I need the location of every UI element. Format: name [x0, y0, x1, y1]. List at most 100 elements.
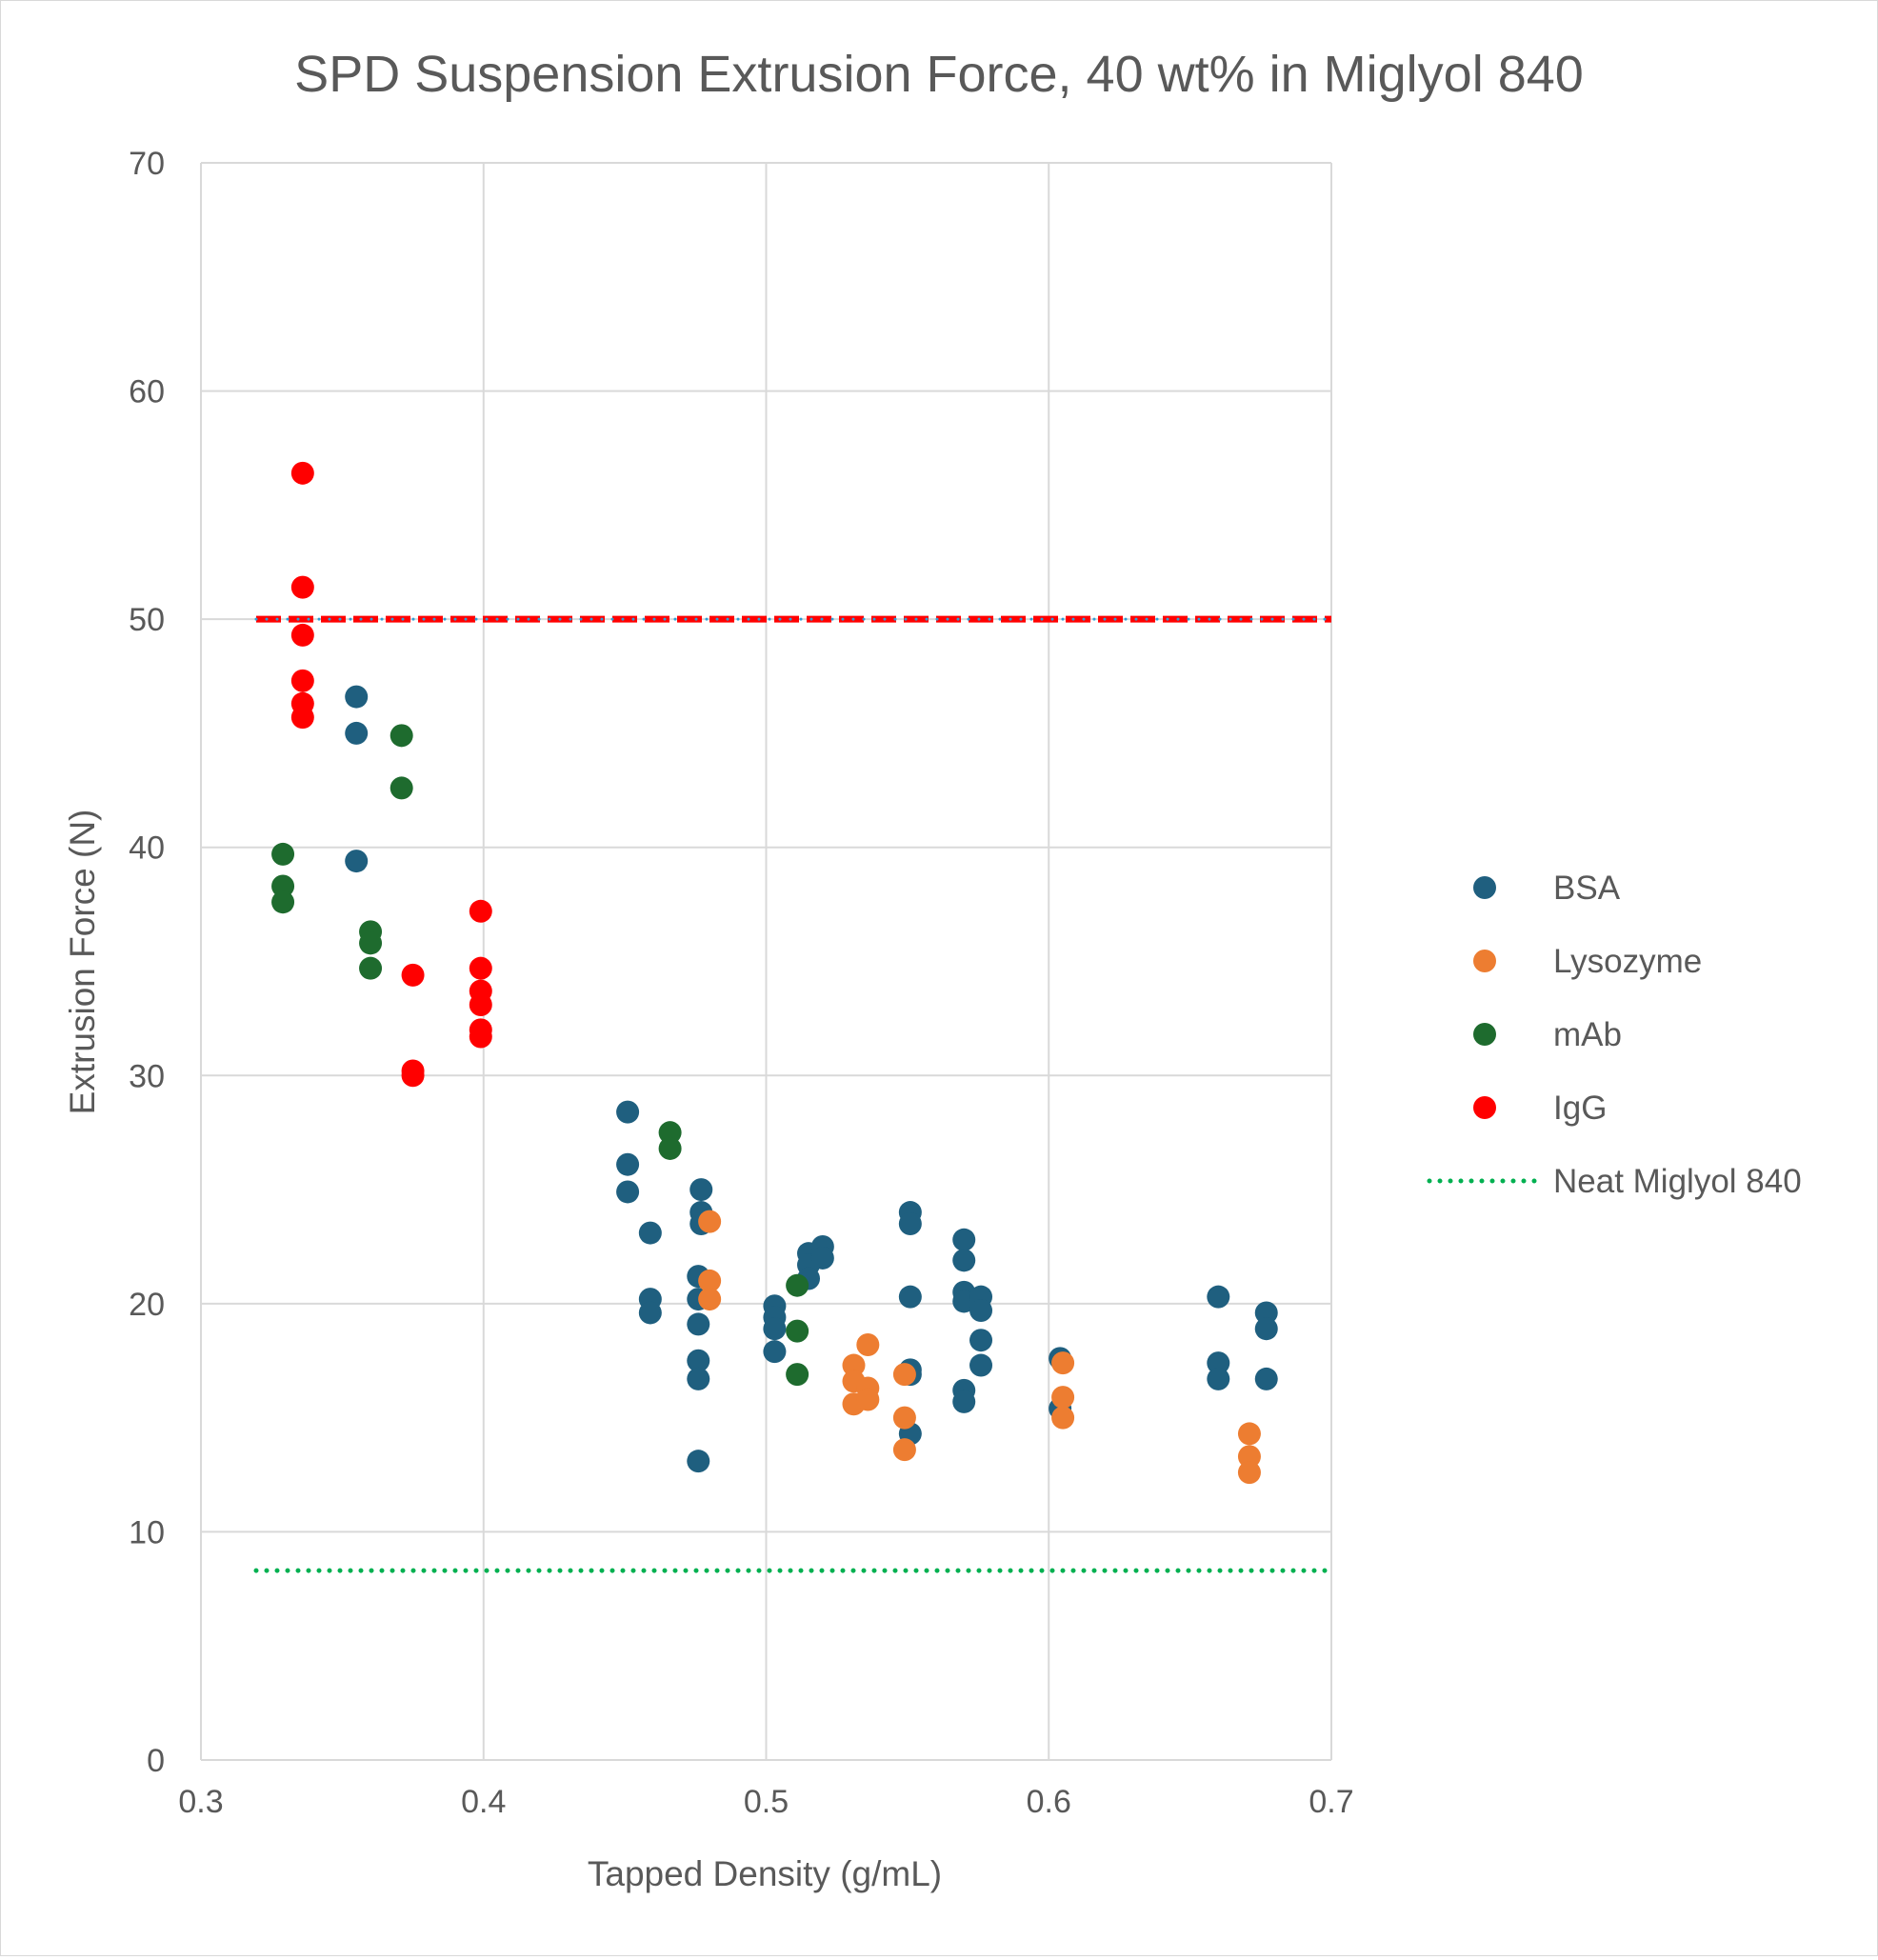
bsa-point	[345, 721, 369, 745]
mab-point	[658, 1136, 682, 1160]
lysozyme-point	[1051, 1406, 1075, 1430]
legend-label-igg: IgG	[1553, 1090, 1607, 1127]
igg-point	[290, 461, 314, 485]
bsa-point	[1254, 1301, 1278, 1325]
bsa-point	[763, 1317, 787, 1341]
mab-point	[271, 842, 295, 866]
lysozyme-point	[1237, 1422, 1261, 1446]
x-tick-label: 0.6	[1027, 1784, 1071, 1820]
bsa-point	[616, 1100, 640, 1124]
y-tick-label: 70	[129, 146, 165, 182]
legend-label-mab: mAb	[1553, 1016, 1622, 1053]
legend-marker-mab	[1473, 1023, 1496, 1046]
lysozyme-point	[856, 1388, 880, 1411]
x-tick-label: 0.5	[744, 1784, 789, 1820]
bsa-point	[689, 1178, 713, 1202]
bsa-point	[1207, 1351, 1230, 1375]
y-axis-ticks: 0 10 20 30 40 50 60 70	[129, 146, 165, 1779]
bsa-point	[345, 685, 369, 709]
bsa-point	[616, 1152, 640, 1176]
x-tick-label: 0.7	[1309, 1784, 1353, 1820]
bsa-point	[952, 1249, 976, 1272]
x-axis-ticks: 0.3 0.4 0.5 0.6 0.7	[178, 1784, 1353, 1820]
lysozyme-point	[698, 1288, 722, 1311]
y-tick-label: 40	[129, 830, 165, 867]
lysozyme-point	[698, 1210, 722, 1233]
y-tick-label: 10	[129, 1514, 165, 1550]
bsa-point	[345, 850, 369, 873]
bsa-point	[969, 1299, 993, 1323]
legend-marker-lysozyme	[1473, 950, 1496, 972]
bsa-point	[687, 1367, 710, 1390]
bsa-point	[616, 1180, 640, 1204]
y-tick-label: 20	[129, 1287, 165, 1323]
mab-point	[786, 1319, 809, 1343]
lysozyme-point	[892, 1438, 916, 1462]
igg-point	[401, 963, 425, 987]
bsa-point	[1254, 1317, 1278, 1341]
mab-point	[359, 956, 383, 980]
bsa-point	[1207, 1367, 1230, 1390]
lysozyme-point	[892, 1406, 916, 1430]
bsa-point	[952, 1390, 976, 1413]
y-tick-label: 50	[129, 602, 165, 638]
bsa-point	[638, 1301, 662, 1325]
igg-point	[290, 706, 314, 730]
igg-point	[469, 899, 492, 923]
y-tick-label: 30	[129, 1058, 165, 1094]
bsa-point	[1207, 1285, 1230, 1309]
x-tick-label: 0.4	[461, 1784, 506, 1820]
igg-point	[290, 623, 314, 647]
lysozyme-point	[842, 1353, 866, 1377]
legend-marker-igg	[1473, 1096, 1496, 1119]
legend-marker-bsa	[1473, 876, 1496, 899]
mab-point	[271, 890, 295, 914]
bsa-point	[763, 1340, 787, 1364]
mab-point	[390, 724, 413, 748]
lysozyme-point	[1051, 1351, 1075, 1375]
bsa-point	[969, 1329, 993, 1352]
legend-label-bsa: BSA	[1553, 870, 1621, 907]
bsa-point	[952, 1228, 976, 1251]
igg-point	[401, 1064, 425, 1088]
chart-title: SPD Suspension Extrusion Force, 40 wt% i…	[294, 46, 1584, 103]
lysozyme-point	[856, 1332, 880, 1356]
lysozyme-point	[1237, 1461, 1261, 1485]
mab-point	[658, 1121, 682, 1145]
x-tick-label: 0.3	[178, 1784, 223, 1820]
lysozyme-point	[1237, 1445, 1261, 1469]
igg-point	[290, 669, 314, 692]
y-axis-label: Extrusion Force (N)	[63, 810, 102, 1115]
mab-point	[786, 1363, 809, 1387]
bsa-point	[810, 1246, 834, 1270]
igg-point	[469, 993, 492, 1017]
lysozyme-point	[1051, 1386, 1075, 1410]
bsa-point	[1254, 1367, 1278, 1390]
mab-point	[390, 776, 413, 800]
x-axis-label: Tapped Density (g/mL)	[588, 1854, 942, 1893]
igg-point	[469, 1025, 492, 1049]
y-tick-label: 0	[147, 1743, 165, 1779]
y-tick-label: 60	[129, 374, 165, 410]
bsa-point	[638, 1221, 662, 1245]
reference-lines	[253, 615, 1334, 1573]
lysozyme-point	[698, 1269, 722, 1292]
legend: BSA Lysozyme mAb IgG Neat Miglyol 840	[1427, 870, 1802, 1200]
lysozyme-point	[892, 1363, 916, 1387]
igg-point	[290, 575, 314, 599]
bsa-point	[687, 1349, 710, 1372]
mab-point	[271, 874, 295, 898]
data-points	[271, 461, 1278, 1485]
bsa-point	[898, 1285, 922, 1309]
igg-point	[469, 956, 492, 980]
legend-label-lysozyme: Lysozyme	[1553, 943, 1702, 980]
bsa-point	[687, 1450, 710, 1473]
mab-point	[786, 1273, 809, 1297]
bsa-point	[969, 1353, 993, 1377]
bsa-point	[898, 1212, 922, 1236]
mab-point	[359, 931, 383, 955]
legend-label-neat-miglyol: Neat Miglyol 840	[1553, 1163, 1802, 1200]
bsa-point	[687, 1312, 710, 1336]
